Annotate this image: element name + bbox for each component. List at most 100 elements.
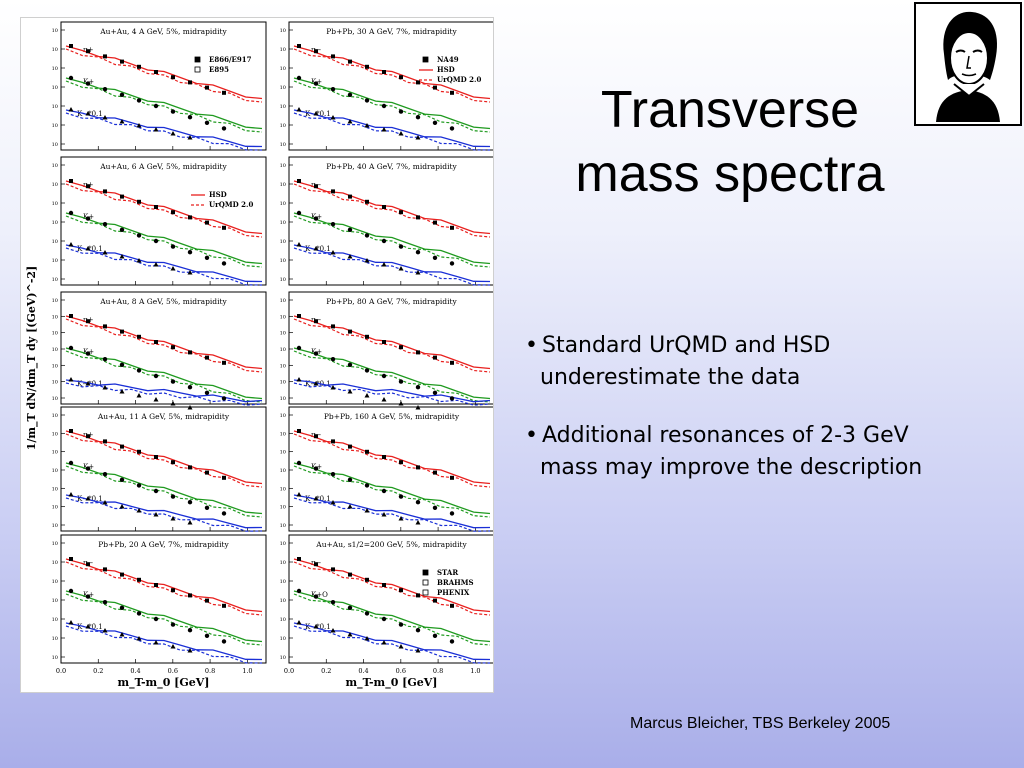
data-point-kaon-plus	[187, 385, 193, 390]
kaon-minus-curve-hsd	[293, 622, 491, 661]
particle-label-kaon-minus: K−*0.1	[305, 245, 331, 253]
data-point-kaon-minus	[296, 107, 302, 112]
data-point-kaon-minus	[364, 393, 370, 398]
legend-swatch-data	[422, 56, 429, 63]
data-point-kaon-minus	[313, 381, 319, 386]
y-tick-label: 10	[52, 468, 58, 474]
y-tick-label: 10	[52, 85, 58, 91]
bullet-2-line-2: mass may improve the description	[540, 455, 923, 480]
y-tick-label: 10	[280, 431, 286, 437]
data-point-kaon-plus	[170, 109, 176, 114]
y-tick-label: 10	[280, 331, 286, 337]
data-point-pion	[120, 59, 124, 64]
data-point-kaon-plus	[102, 600, 108, 605]
data-point-pion	[103, 439, 107, 444]
data-point-kaon-minus	[187, 520, 193, 525]
data-point-kaon-plus	[381, 488, 387, 494]
data-point-kaon-minus	[364, 636, 370, 641]
data-point-kaon-plus	[204, 390, 210, 395]
y-tick-label: 10	[280, 85, 286, 91]
y-tick-label: 10	[280, 104, 286, 110]
data-point-pion	[154, 455, 158, 459]
data-point-kaon-minus	[102, 115, 108, 120]
particle-label-kaon-minus: K−*0.1	[305, 110, 331, 118]
data-point-kaon-plus	[119, 477, 125, 482]
y-tick-label: 10	[52, 314, 58, 320]
data-point-pion	[120, 329, 124, 334]
data-point-pion	[171, 210, 175, 215]
data-point-pion	[382, 340, 386, 344]
data-point-kaon-plus	[415, 250, 421, 255]
data-point-kaon-minus	[330, 500, 336, 505]
data-point-pion	[137, 334, 141, 339]
data-point-kaon-plus	[68, 210, 74, 216]
data-point-pion	[222, 475, 226, 480]
y-tick-label: 10	[280, 486, 286, 492]
data-point-pion	[154, 205, 158, 209]
data-point-kaon-plus	[221, 126, 227, 131]
data-point-kaon-minus	[85, 246, 91, 251]
legend-swatch-data	[422, 589, 429, 596]
data-point-kaon-minus	[415, 648, 421, 653]
data-point-kaon-plus	[102, 222, 108, 227]
y-tick-label: 10	[280, 655, 286, 661]
data-point-kaon-minus	[68, 492, 74, 497]
data-point-pion	[205, 598, 209, 603]
kaon-minus-curve-hsd	[65, 622, 263, 661]
kaon-minus-curve-urqmd	[65, 112, 263, 151]
data-point-kaon-minus	[381, 397, 387, 402]
data-point-kaon-plus	[153, 103, 159, 109]
data-point-pion	[120, 194, 124, 199]
data-point-kaon-minus	[102, 628, 108, 633]
kaon-minus-curve-urqmd	[293, 497, 491, 532]
data-point-kaon-minus	[381, 262, 387, 267]
panel-label: Au+Au, 11 A GeV, 5%, midrapidity	[97, 412, 230, 421]
data-point-kaon-plus	[296, 75, 302, 81]
data-point-kaon-plus	[381, 616, 387, 622]
data-point-pion	[69, 557, 73, 561]
data-point-kaon-plus	[449, 396, 455, 401]
kaon-plus-curve-hsd	[293, 590, 491, 643]
data-point-pion	[314, 434, 318, 439]
kaon-minus-curve-urqmd	[65, 247, 263, 286]
data-point-kaon-plus	[68, 75, 74, 81]
data-point-pion	[331, 54, 335, 59]
data-point-kaon-plus	[296, 460, 302, 466]
pion-curve-hsd	[65, 180, 263, 235]
data-point-pion	[103, 189, 107, 194]
data-point-kaon-minus	[187, 135, 193, 140]
pion-curve-urqmd	[293, 318, 491, 373]
data-point-pion	[188, 350, 192, 355]
data-point-pion	[399, 588, 403, 593]
data-point-pion	[86, 49, 90, 54]
kaon-minus-curve-hsd	[65, 109, 263, 148]
data-point-kaon-plus	[432, 255, 438, 260]
kaon-plus-curve-urqmd	[65, 593, 263, 646]
bullet-dot-icon: •	[525, 333, 538, 358]
data-point-pion	[348, 194, 352, 199]
data-point-kaon-plus	[187, 250, 193, 255]
panel-label: Pb+Pb, 80 A GeV, 7%, midrapidity	[326, 297, 457, 306]
data-point-pion	[331, 324, 335, 329]
x-tick-label: 0.0	[284, 667, 294, 675]
data-point-kaon-minus	[170, 644, 176, 649]
particle-label-kaon-plus: K+O	[311, 591, 328, 599]
data-point-pion	[331, 567, 335, 572]
data-point-kaon-plus	[432, 633, 438, 638]
data-point-kaon-minus	[330, 385, 336, 390]
data-point-kaon-plus	[170, 244, 176, 249]
kaon-plus-curve-hsd	[65, 590, 263, 643]
data-point-pion	[154, 340, 158, 344]
bullet-1-line-2: underestimate the data	[540, 365, 801, 390]
data-point-kaon-plus	[381, 103, 387, 109]
data-point-kaon-plus	[119, 362, 125, 367]
data-point-kaon-plus	[449, 126, 455, 131]
data-point-kaon-minus	[187, 270, 193, 275]
data-point-kaon-minus	[296, 620, 302, 625]
panel-label: Au+Au, 8 A GeV, 5%, midrapidity	[99, 297, 227, 306]
y-tick-label: 10	[52, 66, 58, 72]
x-tick-label: 0.4	[130, 667, 140, 675]
data-point-pion	[331, 189, 335, 194]
kaon-plus-curve-urqmd	[65, 80, 263, 133]
pion-curve-hsd	[293, 45, 491, 100]
